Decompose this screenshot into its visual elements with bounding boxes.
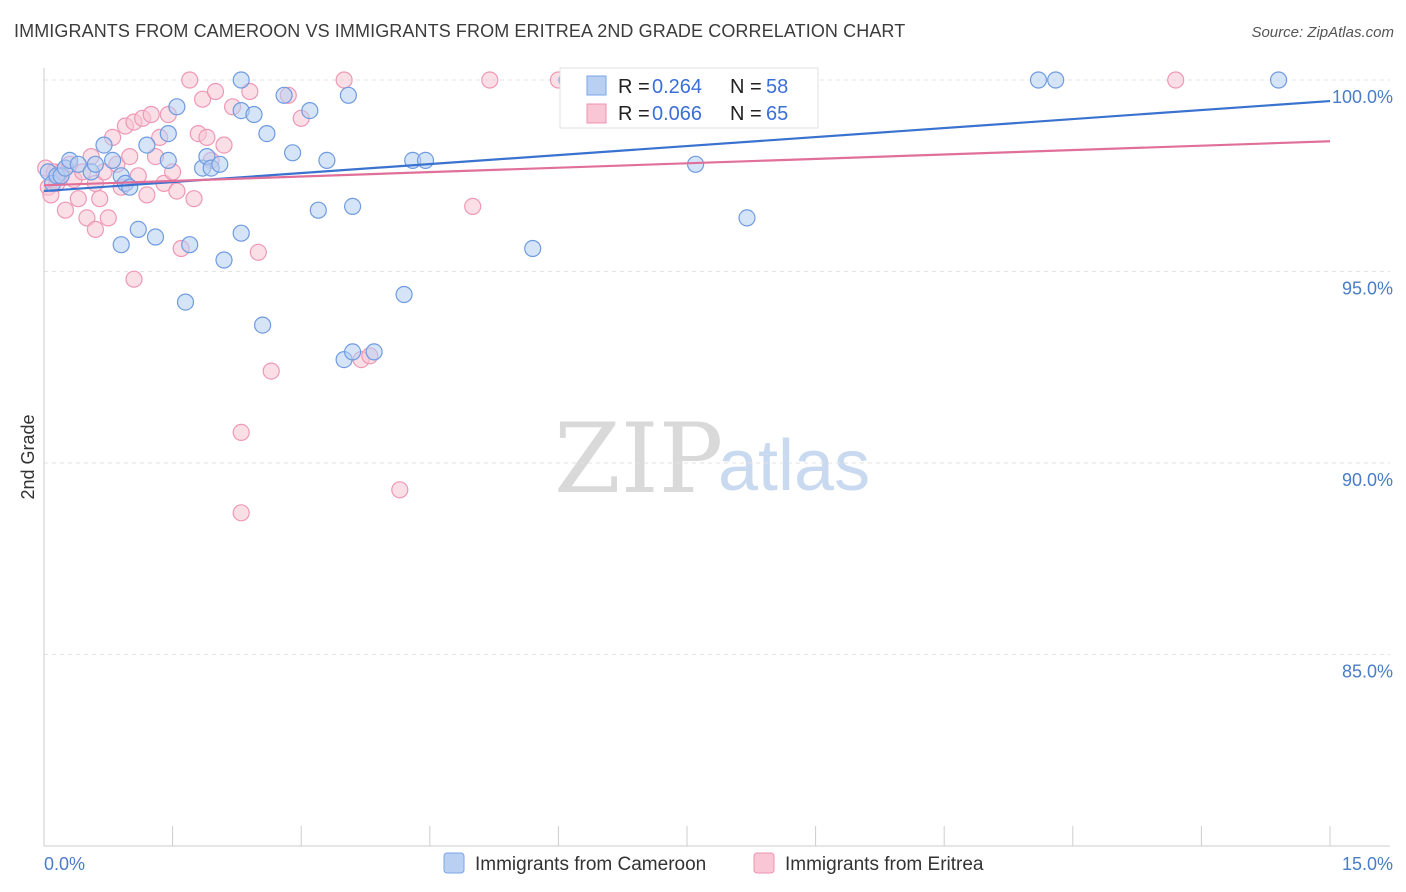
point-cameroon <box>95 136 113 154</box>
point-cameroon <box>232 71 250 89</box>
point-cameroon <box>138 136 156 154</box>
point-eritrea <box>249 243 267 261</box>
point-cameroon <box>524 239 542 258</box>
point-cameroon <box>339 86 357 104</box>
point-eritrea <box>142 105 160 124</box>
point-eritrea <box>121 148 139 166</box>
bottom-legend-swatch-cameroon <box>443 852 465 874</box>
x-ticks <box>43 826 1331 846</box>
y-tick-label: 100.0% <box>1332 87 1393 107</box>
point-eritrea <box>194 90 212 108</box>
watermark-atlas: atlas <box>718 426 870 506</box>
point-eritrea <box>181 71 199 89</box>
point-eritrea <box>185 190 203 208</box>
chart-title: IMMIGRANTS FROM CAMEROON VS IMMIGRANTS F… <box>14 21 906 41</box>
point-cameroon <box>301 101 319 120</box>
point-cameroon <box>211 155 229 173</box>
point-cameroon <box>1047 71 1065 89</box>
point-eritrea <box>125 270 143 288</box>
point-cameroon <box>159 125 177 143</box>
point-eritrea <box>335 71 353 89</box>
bottom-legend-swatch-eritrea <box>753 852 775 874</box>
point-eritrea <box>481 71 499 89</box>
trend-line-cameroon <box>43 99 1331 193</box>
point-eritrea <box>69 190 87 208</box>
point-eritrea <box>168 182 186 200</box>
point-eritrea <box>232 423 250 441</box>
legend-r-value-cameroon: 0.264 <box>652 76 702 98</box>
point-cameroon <box>245 105 263 124</box>
legend-n-label-cameroon: N = <box>730 76 762 98</box>
point-eritrea <box>464 197 482 215</box>
point-cameroon <box>168 98 186 116</box>
point-cameroon <box>416 151 435 169</box>
x-tick-labels: 0.0% 15.0% <box>44 854 1393 874</box>
point-eritrea <box>241 82 259 101</box>
y-axis-title: 2nd Grade <box>18 414 38 499</box>
top-legend: R = 0.264 N = 58 R = 0.066 N = 65 <box>559 67 819 129</box>
point-eritrea <box>391 481 409 499</box>
trend-line-eritrea <box>43 140 1331 187</box>
point-eritrea <box>1167 71 1185 89</box>
point-eritrea <box>206 82 225 101</box>
x-tick-label: 15.0% <box>1342 854 1393 874</box>
point-eritrea <box>138 186 156 204</box>
legend-n-value-eritrea: 65 <box>766 103 788 125</box>
point-cameroon <box>112 236 130 254</box>
gridlines <box>44 79 1390 655</box>
watermark-zip: ZIP <box>554 403 723 515</box>
legend-n-label-eritrea: N = <box>730 103 762 125</box>
point-cameroon <box>129 220 147 238</box>
point-cameroon <box>365 343 383 361</box>
point-eritrea <box>91 190 109 208</box>
point-eritrea <box>232 504 250 522</box>
point-eritrea <box>78 209 96 227</box>
point-cameroon <box>103 151 122 169</box>
bottom-legend-label-eritrea: Immigrants from Eritrea <box>785 854 984 875</box>
point-cameroon <box>232 224 250 242</box>
point-cameroon <box>86 155 105 173</box>
point-eritrea <box>215 136 233 154</box>
legend-swatch-eritrea <box>586 103 607 124</box>
point-cameroon <box>215 251 233 269</box>
point-cameroon <box>344 197 362 215</box>
y-tick-label: 85.0% <box>1342 662 1393 682</box>
legend-r-label-cameroon: R = <box>618 76 650 98</box>
point-eritrea <box>198 128 216 146</box>
point-cameroon <box>309 201 327 219</box>
point-eritrea <box>56 201 75 219</box>
source-label: Source: ZipAtlas.com <box>1251 24 1394 41</box>
legend-r-label-eritrea: R = <box>618 103 650 125</box>
point-cameroon <box>275 86 293 104</box>
y-tick-label: 95.0% <box>1342 279 1393 299</box>
point-cameroon <box>254 316 272 334</box>
y-tick-label: 90.0% <box>1342 470 1393 490</box>
bottom-legend-label-cameroon: Immigrants from Cameroon <box>475 854 706 875</box>
trend-layer <box>43 99 1331 193</box>
point-eritrea <box>99 209 117 227</box>
point-cameroon <box>738 209 756 227</box>
point-eritrea <box>262 362 280 380</box>
point-cameroon <box>1029 71 1048 89</box>
point-cameroon <box>395 285 413 304</box>
legend-n-value-cameroon: 58 <box>766 76 788 98</box>
point-cameroon <box>146 228 165 246</box>
x-tick-label: 0.0% <box>44 854 85 874</box>
point-cameroon <box>1269 71 1288 89</box>
point-cameroon <box>159 151 177 169</box>
point-cameroon <box>284 144 302 162</box>
legend-swatch-cameroon <box>586 75 607 96</box>
point-cameroon <box>344 343 362 361</box>
point-cameroon <box>181 236 199 254</box>
legend-r-value-eritrea: 0.066 <box>652 103 702 125</box>
point-cameroon <box>318 151 336 169</box>
point-cameroon <box>176 293 195 311</box>
y-tick-labels: 100.0% 95.0% 90.0% 85.0% <box>1332 87 1393 682</box>
watermark: ZIP atlas <box>554 403 870 515</box>
bottom-legend: Immigrants from Cameroon Immigrants from… <box>443 852 984 875</box>
point-cameroon <box>258 125 276 143</box>
point-cameroon <box>69 155 87 173</box>
point-eritrea <box>86 220 105 238</box>
